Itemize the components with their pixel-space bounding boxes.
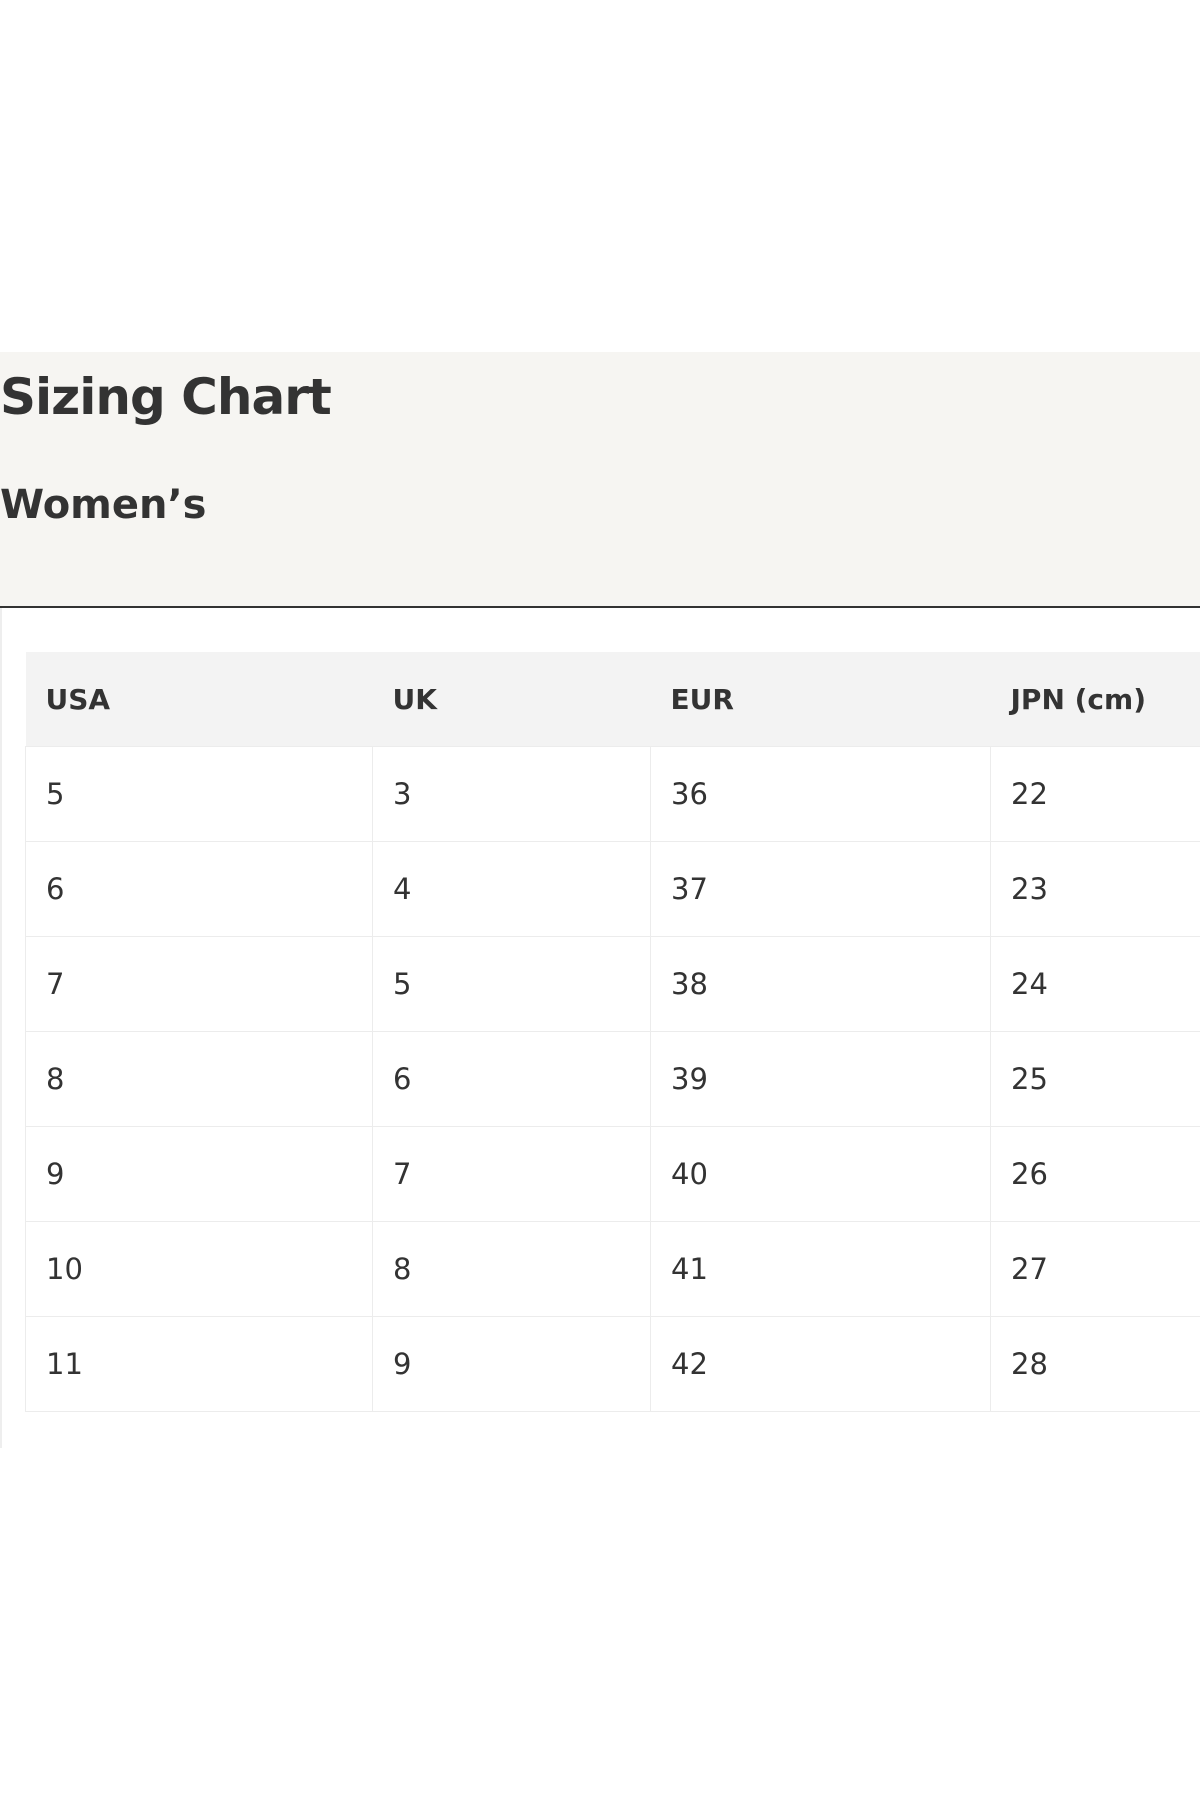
table-cell: 10 [25, 1221, 373, 1317]
header-band [0, 352, 1200, 608]
left-rule [0, 608, 2, 1448]
table-cell: 42 [650, 1316, 991, 1412]
table-cell: 5 [372, 936, 651, 1032]
column-header: JPN (cm) [990, 652, 1200, 747]
table-cell: 9 [25, 1126, 373, 1222]
table-cell: 24 [990, 936, 1200, 1032]
table-cell: 22 [990, 746, 1200, 842]
table-cell: 41 [650, 1221, 991, 1317]
table-row: 10 8 41 27 [25, 1221, 1200, 1317]
table-cell: 9 [372, 1316, 651, 1412]
table-cell: 40 [650, 1126, 991, 1222]
subtitle: Women’s [0, 482, 207, 528]
table-row: 8 6 39 25 [25, 1031, 1200, 1127]
table-cell: 27 [990, 1221, 1200, 1317]
table-row: 7 5 38 24 [25, 936, 1200, 1032]
table-cell: 3 [372, 746, 651, 842]
table-row: 11 9 42 28 [25, 1316, 1200, 1412]
table-cell: 39 [650, 1031, 991, 1127]
table-cell: 8 [25, 1031, 373, 1127]
table-row: 9 7 40 26 [25, 1126, 1200, 1222]
column-header: UK [372, 652, 651, 747]
table-cell: 4 [372, 841, 651, 937]
title: Sizing Chart [0, 368, 332, 426]
column-header: USA [25, 652, 373, 747]
table-cell: 7 [25, 936, 373, 1032]
header-row: USA UK EUR JPN (cm) [25, 652, 1200, 747]
table-cell: 26 [990, 1126, 1200, 1222]
size-table: USA UK EUR JPN (cm) 5 3 36 22 6 4 37 23 7 5 38 24 8 6 39 2… [25, 652, 1200, 1412]
table-cell: 37 [650, 841, 991, 937]
table-cell: 5 [25, 746, 373, 842]
table-cell: 8 [372, 1221, 651, 1317]
table-cell: 28 [990, 1316, 1200, 1412]
column-header: EUR [650, 652, 991, 747]
table-row: 6 4 37 23 [25, 841, 1200, 937]
table-body: 5 3 36 22 6 4 37 23 7 5 38 24 8 6 39 25 9 7 40 26 10 8 41 27 11 9… [25, 746, 1200, 1412]
table-cell: 36 [650, 746, 991, 842]
table-row: 5 3 36 22 [25, 746, 1200, 842]
table-cell: 11 [25, 1316, 373, 1412]
table-cell: 6 [25, 841, 373, 937]
table-cell: 7 [372, 1126, 651, 1222]
table-cell: 25 [990, 1031, 1200, 1127]
table-cell: 23 [990, 841, 1200, 937]
table-cell: 6 [372, 1031, 651, 1127]
table-cell: 38 [650, 936, 991, 1032]
